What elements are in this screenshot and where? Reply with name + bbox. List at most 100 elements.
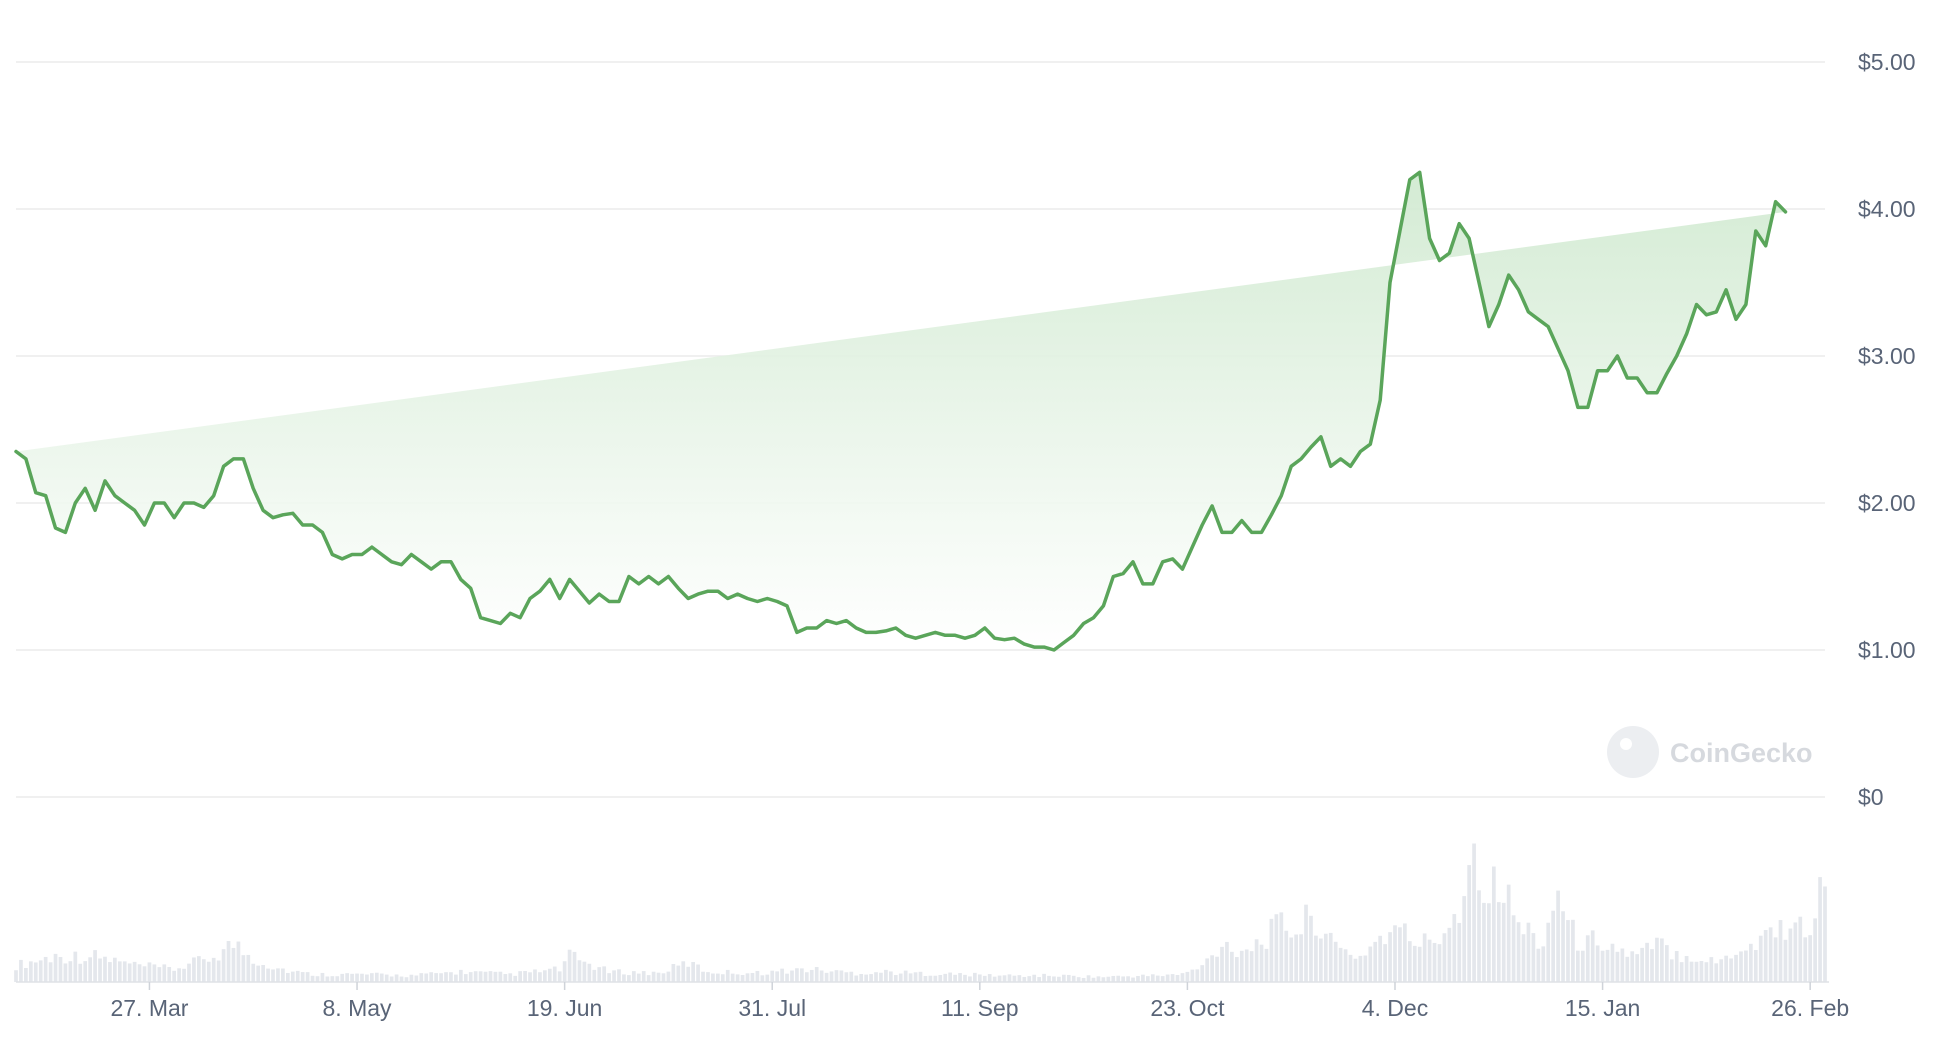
volume-bar — [182, 968, 186, 982]
volume-bar — [631, 971, 636, 982]
volume-bar — [330, 976, 335, 982]
volume-bar — [468, 972, 473, 982]
volume-bar — [661, 973, 666, 982]
volume-bar — [43, 956, 48, 982]
volume-bar — [1131, 977, 1135, 982]
volume-bar — [622, 974, 626, 982]
volume-bar — [1803, 937, 1808, 982]
volume-bar — [374, 972, 379, 982]
volume-bar — [1660, 938, 1664, 982]
volume-bar — [1719, 959, 1724, 982]
volume-bar — [1788, 928, 1793, 982]
volume-bar — [528, 972, 532, 982]
volume-bar — [1121, 976, 1126, 982]
volume-bar — [325, 976, 330, 982]
volume-bar — [108, 962, 112, 982]
volume-bar — [1007, 974, 1012, 982]
volume-bar — [1210, 955, 1214, 982]
volume-bar — [1205, 958, 1210, 982]
volume-bar — [780, 968, 784, 982]
volume-bar — [320, 972, 325, 982]
volume-bar — [1146, 976, 1150, 982]
volume-bar — [1091, 977, 1096, 982]
volume-bar — [414, 975, 419, 982]
volume-bar — [1541, 946, 1546, 982]
volume-bar — [1160, 976, 1165, 982]
volume-bar — [814, 967, 819, 982]
volume-bar — [365, 974, 369, 982]
volume-bar — [439, 973, 443, 982]
volume-bar — [1141, 974, 1145, 982]
volume-bar — [1556, 890, 1560, 982]
volume-bar — [898, 973, 903, 982]
volume-bar — [1783, 939, 1788, 982]
volume-bar — [1150, 974, 1155, 982]
volume-bar — [735, 974, 740, 982]
volume-bar — [419, 973, 424, 982]
volume-bar — [1526, 922, 1531, 982]
volume-bar — [1042, 973, 1046, 982]
volume-bar — [1625, 956, 1630, 982]
volume-bar — [1239, 950, 1244, 982]
volume-bar — [1244, 949, 1249, 982]
volume-bar — [345, 973, 350, 982]
volume-bar — [543, 970, 547, 982]
volume-bar — [211, 957, 216, 982]
volume-bar — [1348, 954, 1353, 982]
volume-bar — [1234, 957, 1239, 982]
x-tick-label: 8. May — [323, 995, 393, 1021]
volume-bar — [1022, 976, 1027, 982]
volume-bar — [1491, 866, 1496, 982]
volume-bar — [1422, 933, 1427, 982]
volume-bar — [409, 974, 414, 982]
volume-bar — [854, 975, 859, 982]
watermark-label: CoinGecko — [1670, 738, 1813, 768]
price-line — [14, 170, 1788, 652]
volume-bar — [1818, 877, 1822, 982]
volume-bar — [775, 971, 780, 982]
gecko-eye-icon — [1620, 738, 1632, 750]
volume-bar — [800, 968, 804, 982]
volume-bar — [893, 975, 898, 982]
gecko-logo-icon — [1607, 726, 1659, 778]
volume-bar — [552, 966, 557, 982]
volume-bar — [1200, 965, 1205, 982]
volume-bar — [1605, 949, 1610, 982]
volume-bar — [1585, 935, 1590, 982]
volume-bar — [790, 970, 794, 982]
volume-bar — [271, 969, 275, 982]
volume-bar — [132, 961, 137, 982]
volume-bar — [1462, 896, 1467, 982]
volume-bar — [1778, 920, 1783, 982]
volume-bar — [933, 975, 938, 982]
volume-bar — [1684, 956, 1689, 982]
volume-bar — [1225, 941, 1229, 982]
volume-bar — [760, 975, 765, 982]
volume-bar — [1640, 947, 1644, 982]
y-tick-label: $5.00 — [1858, 49, 1916, 75]
volume-bar — [1699, 961, 1704, 982]
volume-bar — [384, 974, 389, 982]
volume-bar — [1724, 955, 1729, 982]
volume-bar — [725, 969, 730, 982]
volume-bar — [1452, 914, 1457, 982]
volume-bar — [147, 962, 152, 982]
volume-bar — [943, 973, 948, 982]
volume-bar — [1264, 948, 1269, 982]
volume-bar — [1674, 951, 1679, 982]
volume-bar — [226, 941, 231, 982]
volume-bar — [1165, 974, 1170, 982]
volume-bar — [1412, 945, 1417, 982]
volume-bar — [449, 972, 453, 982]
volume-bar — [1620, 948, 1625, 982]
volume-bar — [1230, 951, 1234, 982]
volume-bar — [1763, 929, 1768, 982]
volume-bar — [656, 972, 661, 982]
x-tick-label: 4. Dec — [1362, 995, 1428, 1021]
volume-bar — [473, 971, 478, 982]
volume-bar — [701, 971, 705, 982]
volume-bar — [1689, 961, 1694, 982]
volume-bar — [177, 968, 181, 982]
volume-bar — [201, 959, 206, 982]
